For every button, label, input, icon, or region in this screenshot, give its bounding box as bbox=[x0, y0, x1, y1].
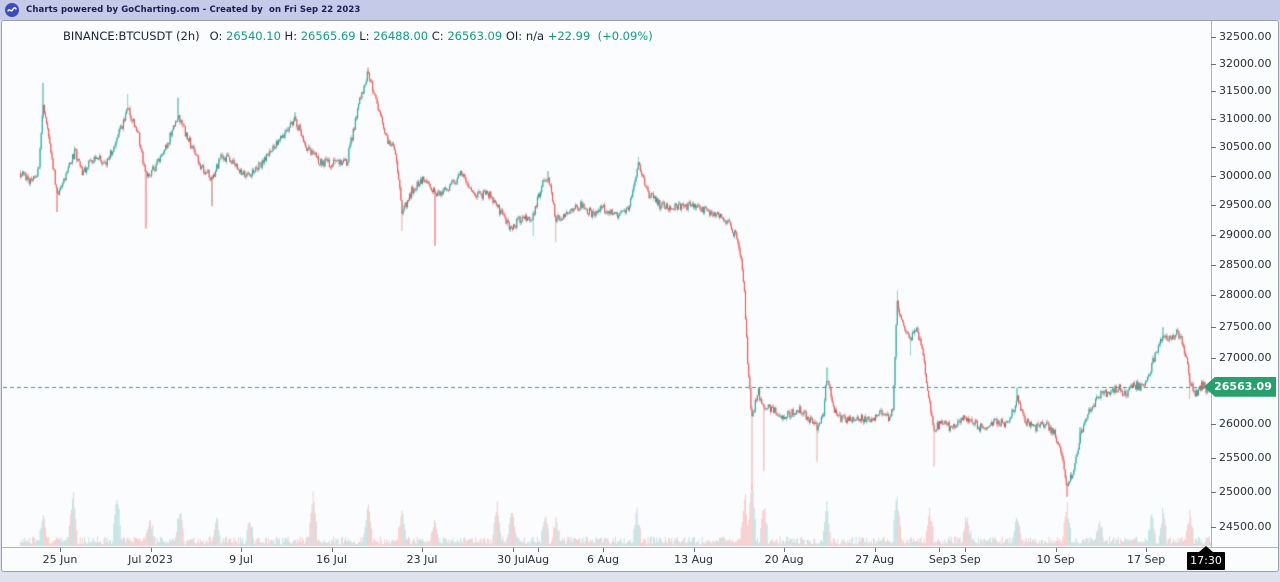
symbol-name: BINANCE:BTCUSDT (2h) bbox=[63, 29, 200, 43]
x-axis-label: 23 Jul bbox=[406, 553, 438, 566]
x-axis-tick bbox=[1146, 548, 1148, 552]
x-axis-label: Jul 2023 bbox=[128, 553, 173, 566]
y-axis-label: 31500.00 bbox=[1219, 84, 1272, 98]
app-banner: Charts powered by GoCharting.com - Creat… bbox=[0, 0, 1280, 20]
change-value: +22.99 bbox=[547, 29, 591, 43]
x-axis-tick bbox=[241, 548, 243, 552]
y-axis-tick bbox=[1211, 358, 1216, 360]
y-axis-tick bbox=[1211, 457, 1216, 459]
gocharting-logo-icon bbox=[5, 3, 19, 17]
y-axis-label: 30000.00 bbox=[1219, 168, 1272, 182]
y-axis-tick bbox=[1211, 204, 1216, 206]
x-axis-label: 25 Jun bbox=[42, 553, 78, 566]
x-axis-label: 20 Aug bbox=[764, 553, 804, 566]
y-axis-label: 24500.00 bbox=[1219, 519, 1272, 533]
y-axis-label: 32000.00 bbox=[1219, 56, 1272, 70]
open-label: O: bbox=[209, 29, 223, 43]
change-pct-value: (+0.09%) bbox=[597, 29, 653, 43]
chart-container: BINANCE:BTCUSDT (2h) O: 26540.10 H: 26565… bbox=[1, 20, 1279, 572]
x-axis-tick bbox=[874, 548, 876, 552]
y-axis-tick bbox=[1211, 264, 1216, 266]
close-label: C: bbox=[431, 29, 444, 43]
y-axis-label: 29500.00 bbox=[1219, 197, 1272, 211]
y-axis-tick bbox=[1211, 91, 1216, 93]
x-axis-label: 9 Jul bbox=[229, 553, 253, 566]
x-axis-tick bbox=[422, 548, 424, 552]
open-value: 26540.10 bbox=[226, 29, 281, 43]
x-axis-label: 6 Aug bbox=[587, 553, 620, 566]
y-axis-label: 28000.00 bbox=[1219, 288, 1272, 302]
y-axis-tick bbox=[1211, 63, 1216, 65]
x-axis-label: 3 Sep bbox=[949, 553, 981, 566]
high-value: 26565.69 bbox=[300, 29, 356, 43]
y-axis-label: 26000.00 bbox=[1219, 416, 1272, 430]
ohlc-legend: BINANCE:BTCUSDT (2h) O: 26540.10 H: 26565… bbox=[63, 29, 653, 43]
x-axis-tick bbox=[1055, 548, 1057, 552]
price-axis-separator bbox=[1211, 21, 1212, 547]
low-value: 26488.00 bbox=[373, 29, 429, 43]
y-axis-label: 29000.00 bbox=[1219, 227, 1272, 241]
y-axis-label: 28500.00 bbox=[1219, 257, 1272, 271]
x-axis-label: 13 Aug bbox=[674, 553, 714, 566]
low-label: L: bbox=[359, 29, 370, 43]
y-axis-tick bbox=[1211, 491, 1216, 493]
y-axis-label: 25000.00 bbox=[1219, 484, 1272, 498]
time-axis-separator bbox=[2, 547, 1278, 548]
oi-value: n/a bbox=[525, 29, 545, 43]
banner-text: Charts powered by GoCharting.com - Creat… bbox=[26, 5, 361, 15]
y-axis-label: 27000.00 bbox=[1219, 351, 1272, 365]
x-axis-tick bbox=[939, 548, 941, 552]
y-axis-tick bbox=[1211, 234, 1216, 236]
y-axis-tick bbox=[1211, 175, 1216, 177]
y-axis-tick bbox=[1211, 118, 1216, 120]
y-axis-tick bbox=[1211, 37, 1216, 38]
x-axis-tick bbox=[331, 548, 333, 552]
x-axis-tick bbox=[150, 548, 152, 552]
last-price-label: 26563.09 bbox=[1204, 376, 1276, 397]
x-axis-tick bbox=[965, 548, 967, 552]
x-axis-label: 10 Sep bbox=[1036, 553, 1075, 566]
y-axis-tick bbox=[1211, 423, 1216, 425]
wave-glyph bbox=[7, 7, 17, 12]
y-axis-tick bbox=[1211, 147, 1216, 149]
candlestick-canvas[interactable] bbox=[3, 21, 1211, 547]
x-axis-tick bbox=[693, 548, 695, 552]
y-axis-label: 31000.00 bbox=[1219, 111, 1272, 125]
y-axis-tick bbox=[1211, 326, 1216, 328]
y-axis-tick bbox=[1211, 295, 1216, 297]
current-time-badge: 17:30 bbox=[1187, 552, 1225, 570]
x-axis-label: Sep bbox=[928, 553, 950, 566]
x-axis-label: 17 Sep bbox=[1126, 553, 1166, 566]
x-axis-label: 27 Aug bbox=[855, 553, 895, 566]
x-axis-tick bbox=[784, 548, 786, 552]
x-axis-tick bbox=[603, 548, 605, 552]
x-axis-label: 30 Jul bbox=[497, 553, 528, 566]
x-axis-tick bbox=[538, 548, 540, 552]
close-value: 26563.09 bbox=[447, 29, 503, 43]
y-axis-tick bbox=[1211, 526, 1216, 528]
high-label: H: bbox=[284, 29, 298, 43]
y-axis-label: 32500.00 bbox=[1219, 30, 1272, 43]
y-axis-label: 30500.00 bbox=[1219, 140, 1272, 154]
oi-label: OI: bbox=[505, 29, 523, 43]
time-badge-pointer-icon bbox=[1199, 546, 1213, 552]
x-axis-tick bbox=[60, 548, 61, 552]
y-axis-label: 27500.00 bbox=[1219, 319, 1272, 333]
x-axis-label: 16 Jul bbox=[316, 553, 347, 566]
x-axis-tick bbox=[512, 548, 514, 552]
y-axis-label: 25500.00 bbox=[1219, 450, 1272, 464]
x-axis-label: Aug bbox=[527, 553, 550, 566]
